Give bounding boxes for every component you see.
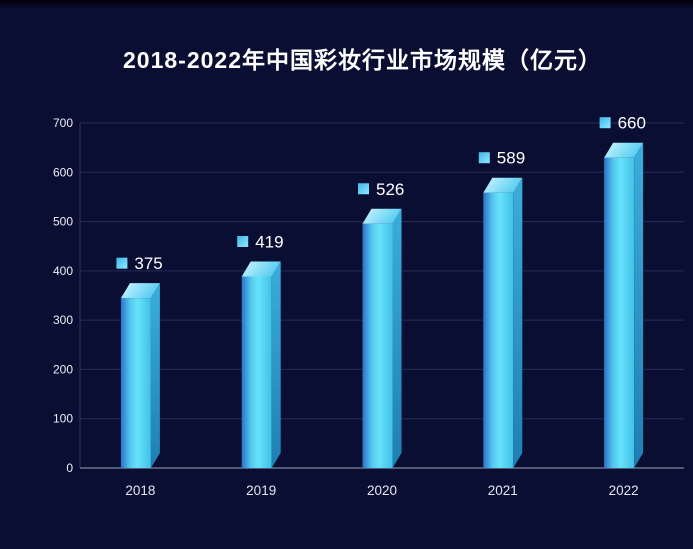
bar-side-face — [634, 142, 644, 468]
y-tick-label: 200 — [53, 362, 73, 376]
value-label-2021: 589 — [478, 149, 525, 168]
y-tick-label: 300 — [53, 313, 73, 327]
bar-front-face — [483, 192, 514, 468]
value-label: 419 — [255, 232, 283, 251]
y-tick-label: 400 — [53, 264, 73, 278]
bar-top-face — [241, 261, 281, 277]
value-label-2018: 375 — [116, 254, 163, 273]
bar-front-face — [241, 276, 272, 468]
value-label: 660 — [618, 114, 646, 133]
value-label: 375 — [134, 254, 162, 273]
value-label-2022: 660 — [599, 114, 646, 133]
bar-front-face — [362, 223, 393, 468]
value-marker-icon — [116, 257, 128, 269]
y-tick-label: 100 — [53, 412, 73, 426]
bar-side-face — [150, 283, 160, 468]
value-label: 589 — [497, 149, 525, 168]
y-tick-label: 700 — [53, 116, 73, 130]
x-tick-label: 2018 — [125, 483, 155, 498]
value-label-2020: 526 — [358, 180, 404, 199]
bar-top-face — [362, 208, 402, 224]
x-tick-label: 2022 — [609, 483, 639, 498]
y-tick-label: 0 — [66, 461, 73, 475]
bar-front-face — [120, 298, 151, 468]
bar-top-face — [604, 142, 644, 158]
x-tick-label: 2021 — [488, 483, 518, 498]
bar-2021 — [483, 177, 523, 468]
value-label: 526 — [376, 180, 404, 199]
x-tick-label: 2020 — [367, 483, 397, 498]
chart-title: 2018-2022年中国彩妆行业市场规模（亿元） — [123, 47, 602, 73]
bar-2020 — [362, 208, 402, 468]
bar-2019 — [241, 261, 281, 468]
value-marker-icon — [478, 152, 490, 164]
y-tick-label: 600 — [53, 165, 73, 179]
bar-top-face — [120, 283, 160, 299]
value-label-2019: 419 — [237, 232, 284, 251]
top-edge-shadow — [0, 0, 693, 9]
value-marker-icon — [599, 117, 611, 129]
value-marker-icon — [358, 183, 369, 195]
bar-front-face — [604, 157, 635, 468]
bar-2018 — [120, 283, 160, 468]
value-marker-icon — [237, 235, 249, 247]
y-tick-label: 500 — [53, 215, 73, 229]
bar-2022 — [604, 142, 644, 468]
bar-side-face — [271, 261, 281, 468]
bar-side-face — [513, 177, 523, 468]
bar-top-face — [483, 177, 523, 193]
x-tick-label: 2019 — [246, 483, 276, 498]
bar-side-face — [392, 208, 402, 468]
